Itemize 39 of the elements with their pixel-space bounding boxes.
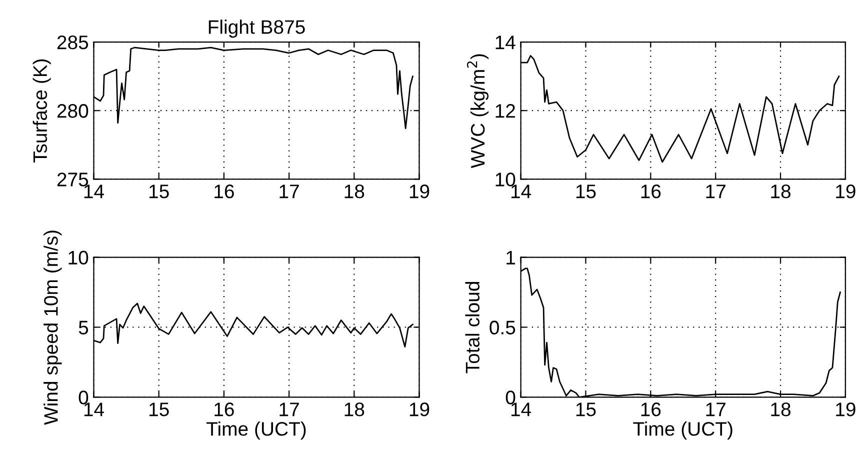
x-tick-label: 19 (410, 402, 430, 416)
y-tick-label: 1 (506, 250, 515, 264)
x-tick-label: 16 (214, 184, 234, 198)
y-axis-title: Wind speed 10m (m/s) (44, 230, 62, 425)
y-tick-label: 0 (506, 390, 516, 404)
x-tick-label: 19 (836, 184, 856, 198)
x-axis-title: Time (UCT) (633, 422, 732, 440)
x-tick-label: 16 (214, 402, 234, 416)
x-tick-label: 15 (576, 184, 596, 198)
y-tick-label: 275 (57, 172, 88, 186)
x-tick-label: 16 (641, 402, 661, 416)
x-tick-label: 19 (836, 402, 856, 416)
y-tick-label: 0 (78, 390, 88, 404)
y-tick-label: 285 (57, 36, 88, 50)
x-tick-label: 17 (280, 402, 299, 416)
y-tick-label: 10 (496, 172, 516, 186)
y-tick-label: 5 (78, 320, 88, 334)
x-tick-label: 15 (576, 402, 596, 416)
x-tick-label: 15 (150, 402, 169, 416)
x-tick-label: 17 (706, 402, 726, 416)
x-tick-label: 17 (280, 184, 299, 198)
x-tick-label: 18 (344, 402, 364, 416)
y-tick-label: 280 (57, 104, 88, 118)
x-tick-label: 19 (410, 184, 430, 198)
y-tick-label: 10 (68, 250, 88, 265)
y-axis-title: WVC (kg/m$^{2}$) (466, 54, 489, 168)
y-axis-title: Tsurface (K) (32, 59, 51, 163)
x-tick-label: 18 (771, 184, 790, 198)
y-tick-label: 12 (496, 104, 515, 118)
x-tick-label: 15 (150, 184, 169, 198)
x-axis-title: Time (UCT) (206, 422, 306, 440)
x-tick-label: 16 (641, 184, 661, 198)
x-tick-label: 18 (344, 184, 364, 198)
x-tick-label: 17 (706, 184, 726, 198)
chart-title: Flight B875 (208, 20, 305, 38)
y-tick-label: 0.5 (490, 320, 516, 334)
y-tick-label: 14 (496, 36, 516, 50)
y-axis-title: Total cloud (465, 282, 480, 374)
x-tick-label: 18 (771, 402, 790, 416)
